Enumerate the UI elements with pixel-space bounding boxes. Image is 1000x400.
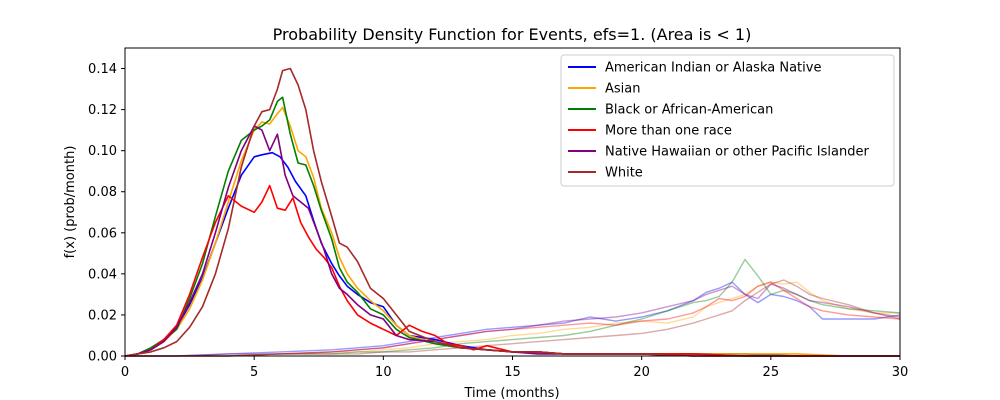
x-tick-label: 5 — [250, 365, 258, 380]
legend-entry: Native Hawaiian or other Pacific Islande… — [605, 145, 869, 160]
legend-entry: More than one race — [605, 124, 732, 139]
x-axis: 0 5 10 15 20 25 30 — [121, 356, 908, 380]
legend: American Indian or Alaska Native Asian Bla… — [560, 54, 895, 187]
x-tick-label: 25 — [763, 365, 780, 380]
legend-entry: White — [605, 166, 643, 181]
y-tick-label: 0.02 — [88, 308, 117, 323]
chart-title: Probability Density Function for Events,… — [273, 25, 752, 44]
y-tick-label: 0.12 — [88, 103, 117, 118]
series-line-faint-2 — [125, 258, 901, 357]
y-tick-label: 0.06 — [88, 226, 117, 241]
y-axis-label: f(x) (prob/month) — [63, 146, 78, 259]
legend-box — [560, 54, 895, 187]
x-axis-label: Time (months) — [463, 386, 559, 400]
y-tick-label: 0.04 — [88, 267, 117, 282]
series-line-faint-3 — [125, 281, 901, 357]
y-tick-label: 0.08 — [88, 185, 117, 200]
legend-entry: Black or African-American — [605, 103, 773, 118]
x-tick-label: 30 — [892, 365, 909, 380]
series-line-faint-0 — [125, 281, 901, 357]
series-line-more-than-one-race — [124, 184, 900, 357]
legend-entry: American Indian or Alaska Native — [605, 61, 821, 76]
x-tick-label: 20 — [633, 365, 650, 380]
y-tick-label: 0.14 — [88, 62, 117, 77]
legend-entry: Asian — [605, 82, 640, 97]
series-line-faint-5 — [125, 279, 901, 357]
y-tick-label: 0.00 — [88, 350, 117, 365]
y-tick-label: 0.10 — [88, 144, 117, 159]
series-line-faint-1 — [125, 281, 900, 357]
plot-area — [124, 67, 901, 357]
x-tick-label: 10 — [375, 365, 392, 380]
series-line-faint-4 — [125, 283, 901, 357]
x-tick-label: 0 — [121, 365, 129, 380]
x-tick-label: 15 — [504, 365, 521, 380]
y-axis: 0.00 0.02 0.04 0.06 0.08 0.10 0.12 0.14 — [88, 62, 125, 365]
series-line-white — [124, 67, 900, 357]
